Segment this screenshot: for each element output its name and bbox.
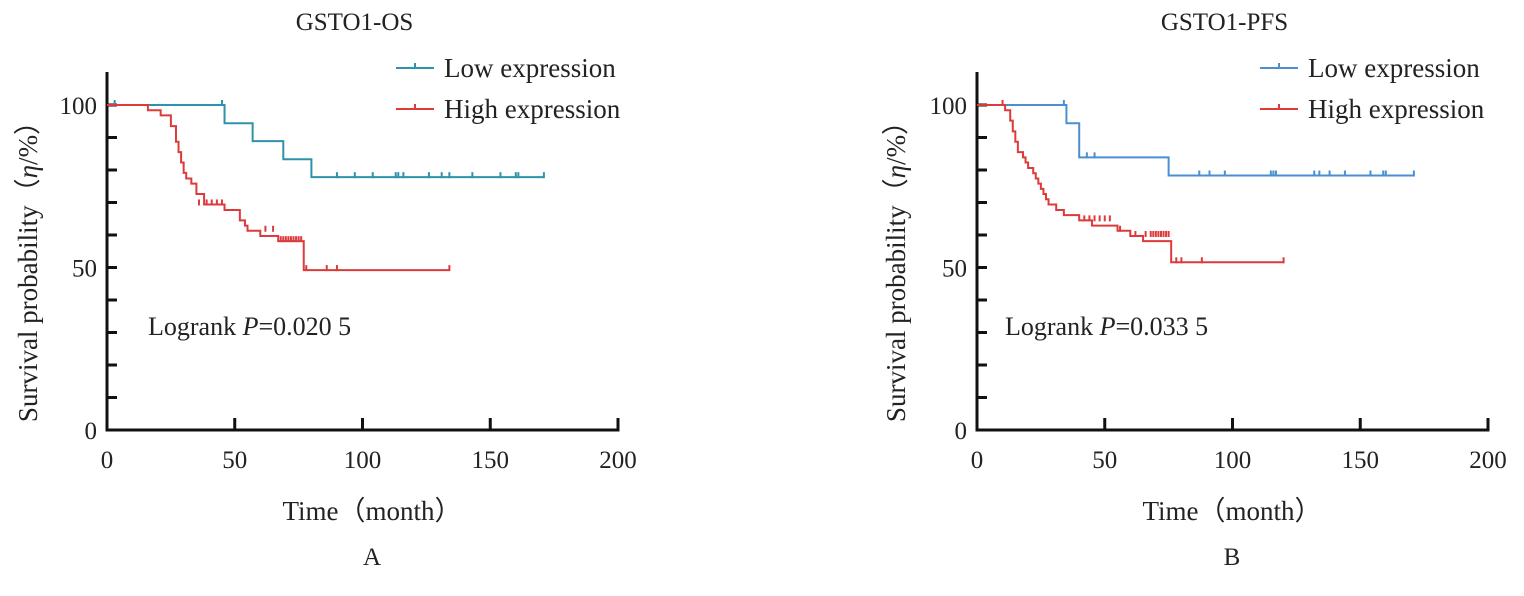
y-tick-label: 0 — [85, 418, 98, 445]
logrank-prefix: Logrank — [1005, 312, 1100, 341]
y-tick-label: 100 — [60, 93, 98, 120]
survival-curve — [977, 104, 1414, 177]
panel-label: A — [363, 544, 381, 571]
logrank-p: P — [1099, 312, 1116, 341]
logrank-p: P — [242, 312, 259, 341]
y-axis-label: Survival probability（η/%） — [881, 108, 911, 422]
x-tick-label: 0 — [101, 447, 114, 474]
y-axis-label: Survival probability（η/%） — [13, 108, 43, 422]
y-axis-label-symbol: η — [881, 165, 911, 178]
panel-a: GSTO1-OS 0 50 100 0 50 100 150 200 Time（month） Sur… — [13, 9, 637, 571]
x-axis-label: Time（month） — [282, 496, 461, 526]
legend-label: Low expression — [444, 53, 616, 83]
x-tick-label: 100 — [344, 447, 382, 474]
survival-curve — [977, 104, 1284, 264]
series-low-expression — [107, 100, 545, 179]
logrank-annotation: Logrank P=0.033 5 — [1005, 312, 1208, 341]
series-high-expression — [977, 100, 1285, 264]
x-tick-label: 200 — [599, 447, 637, 474]
chart-title: GSTO1-OS — [296, 9, 414, 36]
y-axis-label-main: Survival probability（ — [13, 178, 43, 422]
y-axis-label-main: Survival probability（ — [881, 178, 911, 422]
logrank-value: =0.033 5 — [1115, 312, 1208, 341]
logrank-annotation: Logrank P=0.020 5 — [148, 312, 351, 341]
y-axis-label-unit: /%） — [881, 108, 911, 165]
series-low-expression — [977, 100, 1415, 177]
y-tick-label: 0 — [955, 418, 968, 445]
y-axis-label-unit: /%） — [13, 108, 43, 165]
chart-title: GSTO1-PFS — [1161, 9, 1288, 36]
x-tick-label: 150 — [472, 447, 510, 474]
panel-label: B — [1224, 544, 1241, 571]
legend-label: Low expression — [1308, 53, 1480, 83]
y-tick-label: 50 — [72, 256, 97, 283]
x-tick-label: 50 — [222, 447, 247, 474]
legend-label: High expression — [1308, 94, 1485, 124]
logrank-value: =0.020 5 — [258, 312, 351, 341]
x-axis-label: Time（month） — [1142, 496, 1321, 526]
series-high-expression — [107, 104, 451, 272]
x-tick-label: 100 — [1214, 447, 1252, 474]
y-axis-label-symbol: η — [13, 165, 43, 178]
survival-curve — [107, 104, 450, 272]
legend-label: High expression — [444, 94, 621, 124]
panel-b: GSTO1-PFS 0 50 100 0 50 100 150 200 Time（month） Su… — [881, 9, 1507, 571]
x-tick-label: 50 — [1092, 447, 1117, 474]
y-tick-label: 100 — [930, 93, 968, 120]
y-tick-label: 50 — [942, 256, 967, 283]
x-tick-label: 0 — [971, 447, 984, 474]
survival-curve — [107, 104, 544, 179]
x-tick-label: 150 — [1342, 447, 1380, 474]
x-tick-label: 200 — [1469, 447, 1507, 474]
logrank-prefix: Logrank — [148, 312, 243, 341]
